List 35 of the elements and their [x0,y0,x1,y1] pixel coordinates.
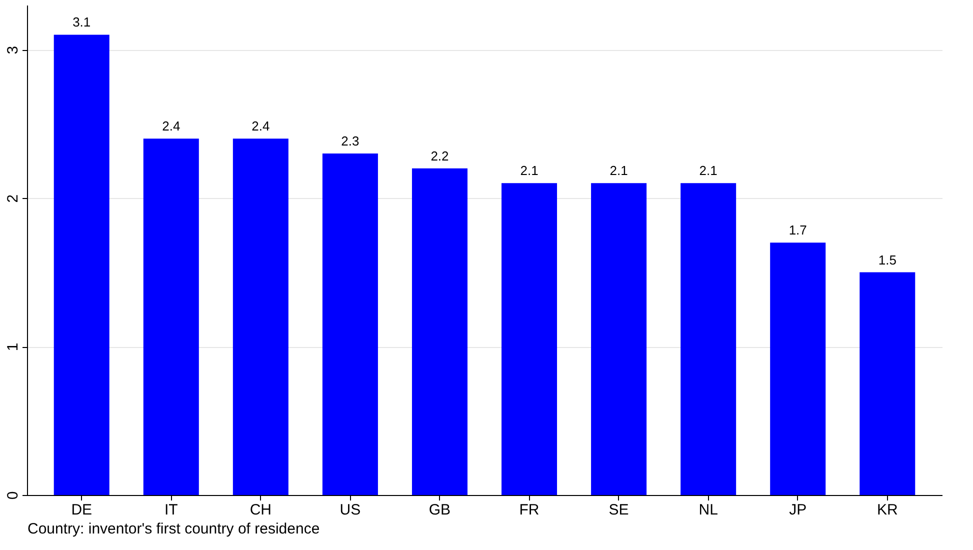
data-label: 2.2 [430,148,449,164]
x-tick-label: JP [789,502,807,518]
x-tick-label: FR [519,502,540,518]
x-tick-label: IT [164,502,178,518]
data-label: 2.3 [341,133,360,148]
bar [54,34,110,495]
bar [143,138,199,495]
x-axis-title: Country: inventor's first country of residence [28,520,320,538]
x-tick-label: US [340,502,361,518]
x-tick-label: GB [428,502,451,518]
data-label: 1.7 [788,222,807,238]
data-label: 2.4 [252,118,270,134]
bar [502,183,558,495]
x-tick-label: DE [71,502,92,518]
x-tick-label: KR [876,502,898,518]
y-tick-label: 1 [4,342,22,352]
data-label: 3.1 [72,14,91,30]
bar [322,153,378,495]
bar [770,242,826,495]
data-label: 2.4 [162,118,180,134]
data-label: 2.1 [699,163,718,178]
x-tick-label: CH [250,502,272,518]
y-tick-label: 3 [4,46,22,54]
bar [680,183,736,495]
bar [412,168,468,495]
data-label: 1.5 [878,252,896,268]
bar [591,183,647,495]
data-label: 2.1 [520,163,538,178]
bar [860,272,916,495]
x-tick-label: NL [698,502,718,518]
y-tick-label: 0 [4,491,22,500]
data-label: 2.1 [610,163,628,178]
y-tick-label: 2 [4,194,22,203]
x-tick-label: SE [608,502,629,518]
bar [232,138,288,495]
